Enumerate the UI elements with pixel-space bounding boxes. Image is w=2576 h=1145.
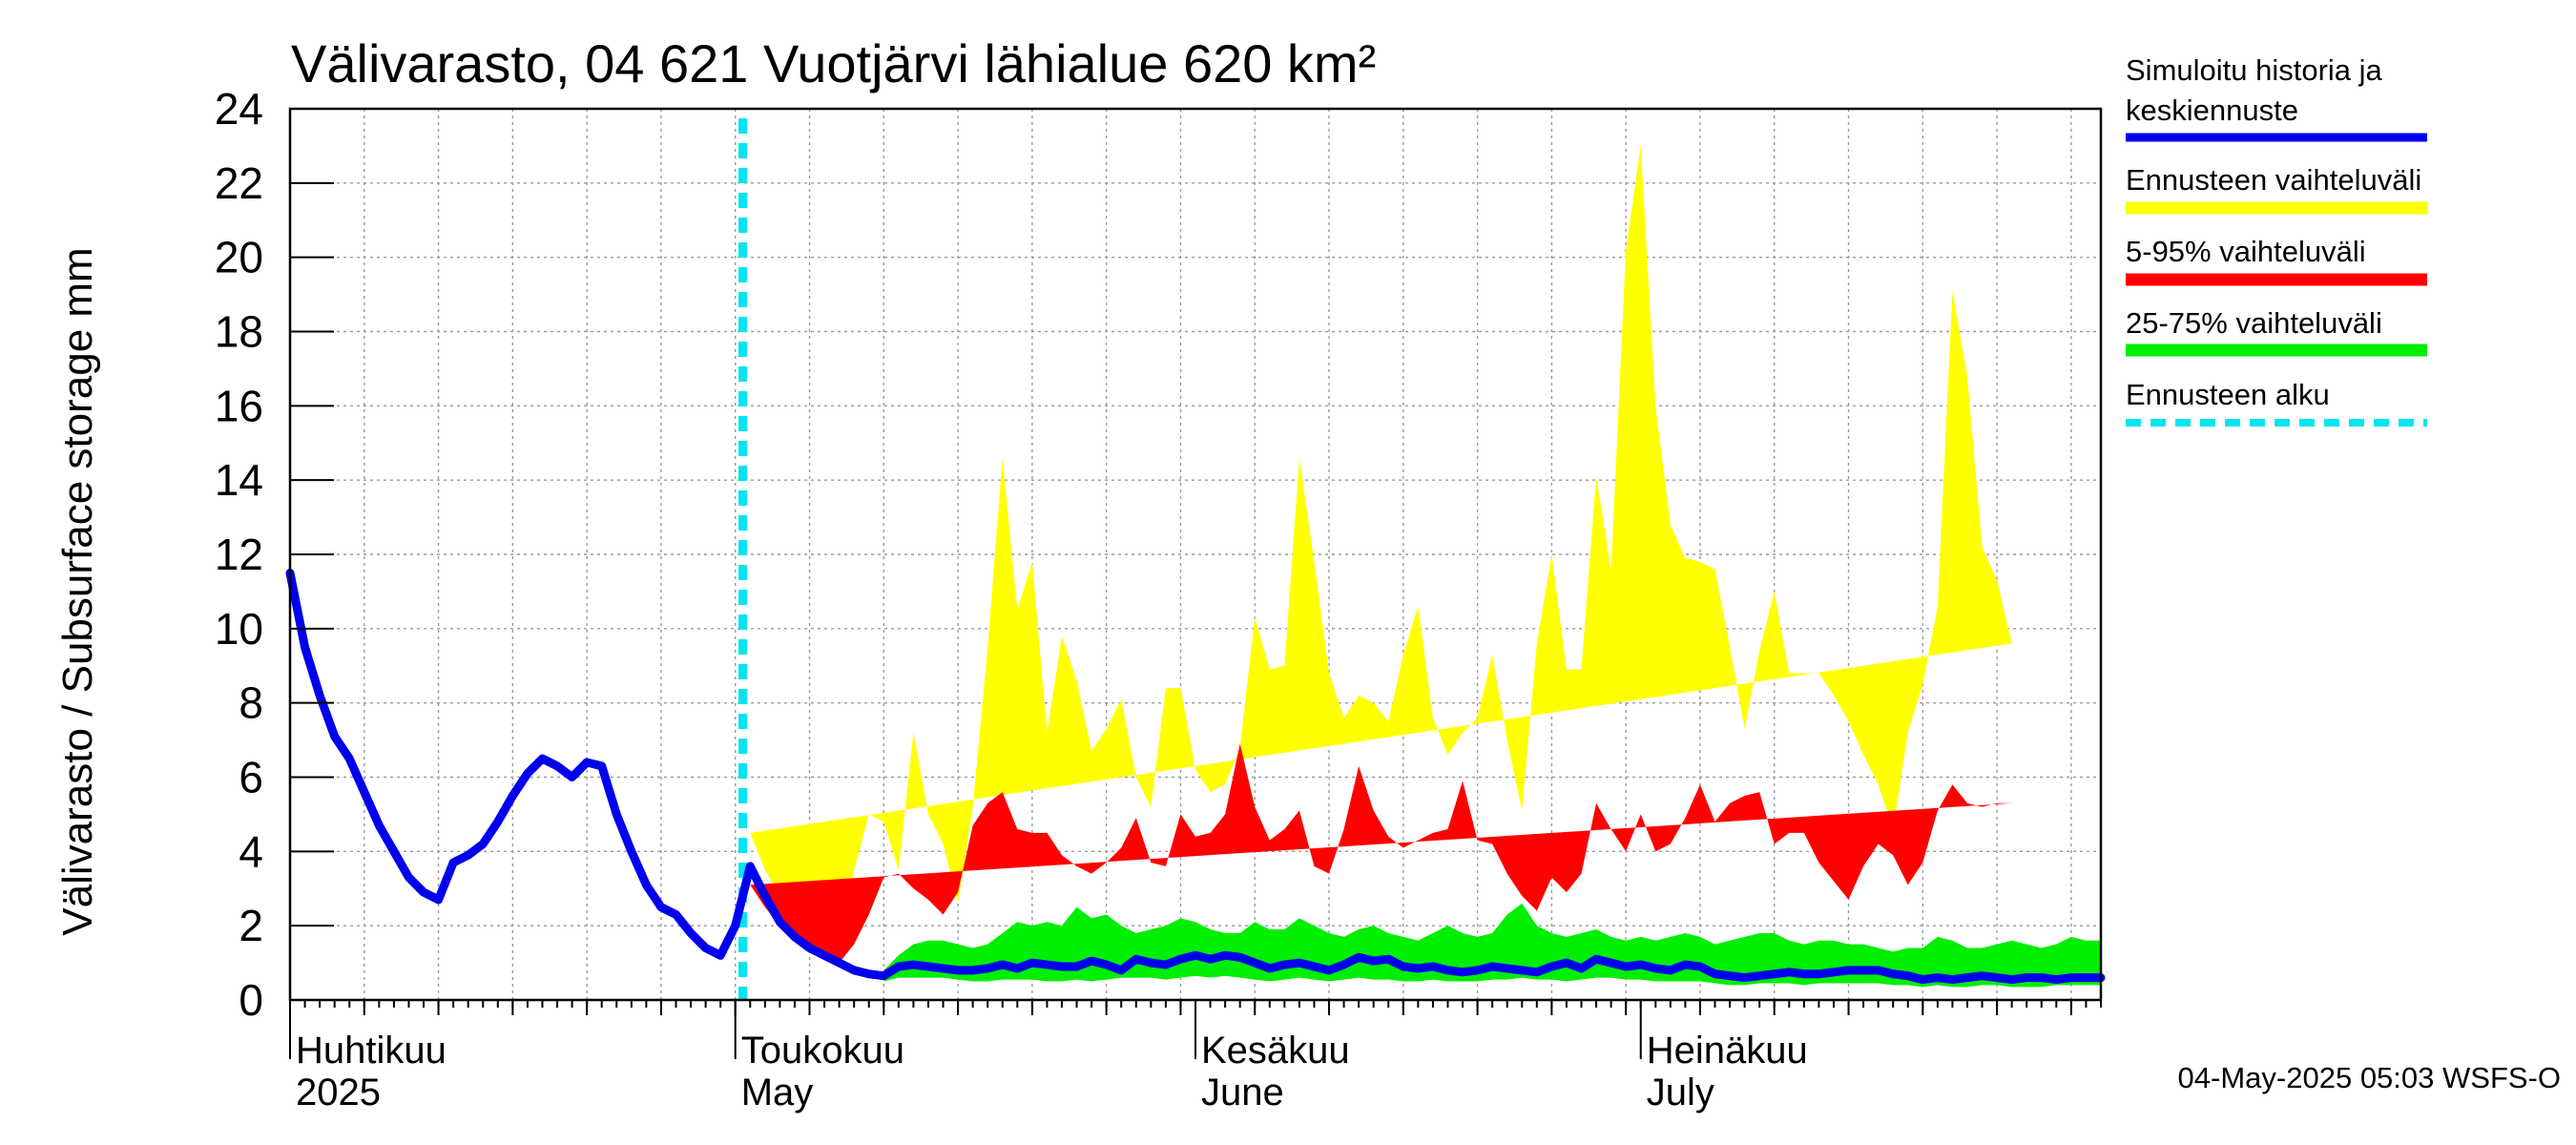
y-tick-label-22: 22 [215,158,263,208]
y-axis-label: Välivarasto / Subsurface storage mm [54,247,101,935]
y-tick-label-14: 14 [215,455,263,505]
x-month-label-en-0: 2025 [296,1072,381,1114]
legend: Simuloitu historia ja keskiennuste Ennus… [2126,53,2427,427]
band-ensemble-range [750,145,2012,937]
y-tick-label-16: 16 [215,381,263,430]
legend-label-forecast-start: Ennusteen alku [2126,378,2330,411]
footer-timestamp: 04-May-2025 05:03 WSFS-O [2178,1061,2561,1094]
series-line-median [285,568,2106,985]
y-tick-label-10: 10 [215,604,263,654]
y-tick-label-24: 24 [215,84,263,134]
x-month-label-fi-30: Toukokuu [741,1030,904,1072]
legend-label-ensemble-range: Ennusteen vaihteluväli [2126,163,2421,197]
legend-label-history-1: Simuloitu historia ja [2126,53,2383,87]
legend-label-history-2: keskiennuste [2126,94,2298,127]
y-tick-label-18: 18 [215,307,263,357]
legend-label-25-75: 25-75% vaihteluväli [2126,306,2382,340]
y-tick-label-0: 0 [239,975,263,1025]
chart-title: Välivarasto, 04 621 Vuotjärvi lähialue 6… [291,33,1376,94]
legend-label-5-95: 5-95% vaihteluväli [2126,235,2366,268]
y-tick-label-4: 4 [239,826,263,876]
series-lines [285,118,2106,1000]
x-month-label-en-91: July [1647,1072,1714,1114]
y-tick-label-12: 12 [215,530,263,579]
y-tick-label-6: 6 [239,753,263,802]
y-tick-label-8: 8 [239,678,263,728]
y-tick-label-2: 2 [239,901,263,950]
x-month-label-fi-0: Huhtikuu [296,1030,447,1072]
x-month-label-fi-91: Heinäkuu [1647,1030,1808,1072]
x-month-label-fi-61: Kesäkuu [1201,1030,1350,1072]
band-5-95 [750,743,2012,964]
band-25-75 [883,903,2101,988]
x-month-label-en-30: May [741,1072,814,1114]
y-tick-label-20: 20 [215,233,263,282]
forecast-bands [750,145,2101,988]
x-month-label-en-61: June [1201,1072,1284,1114]
